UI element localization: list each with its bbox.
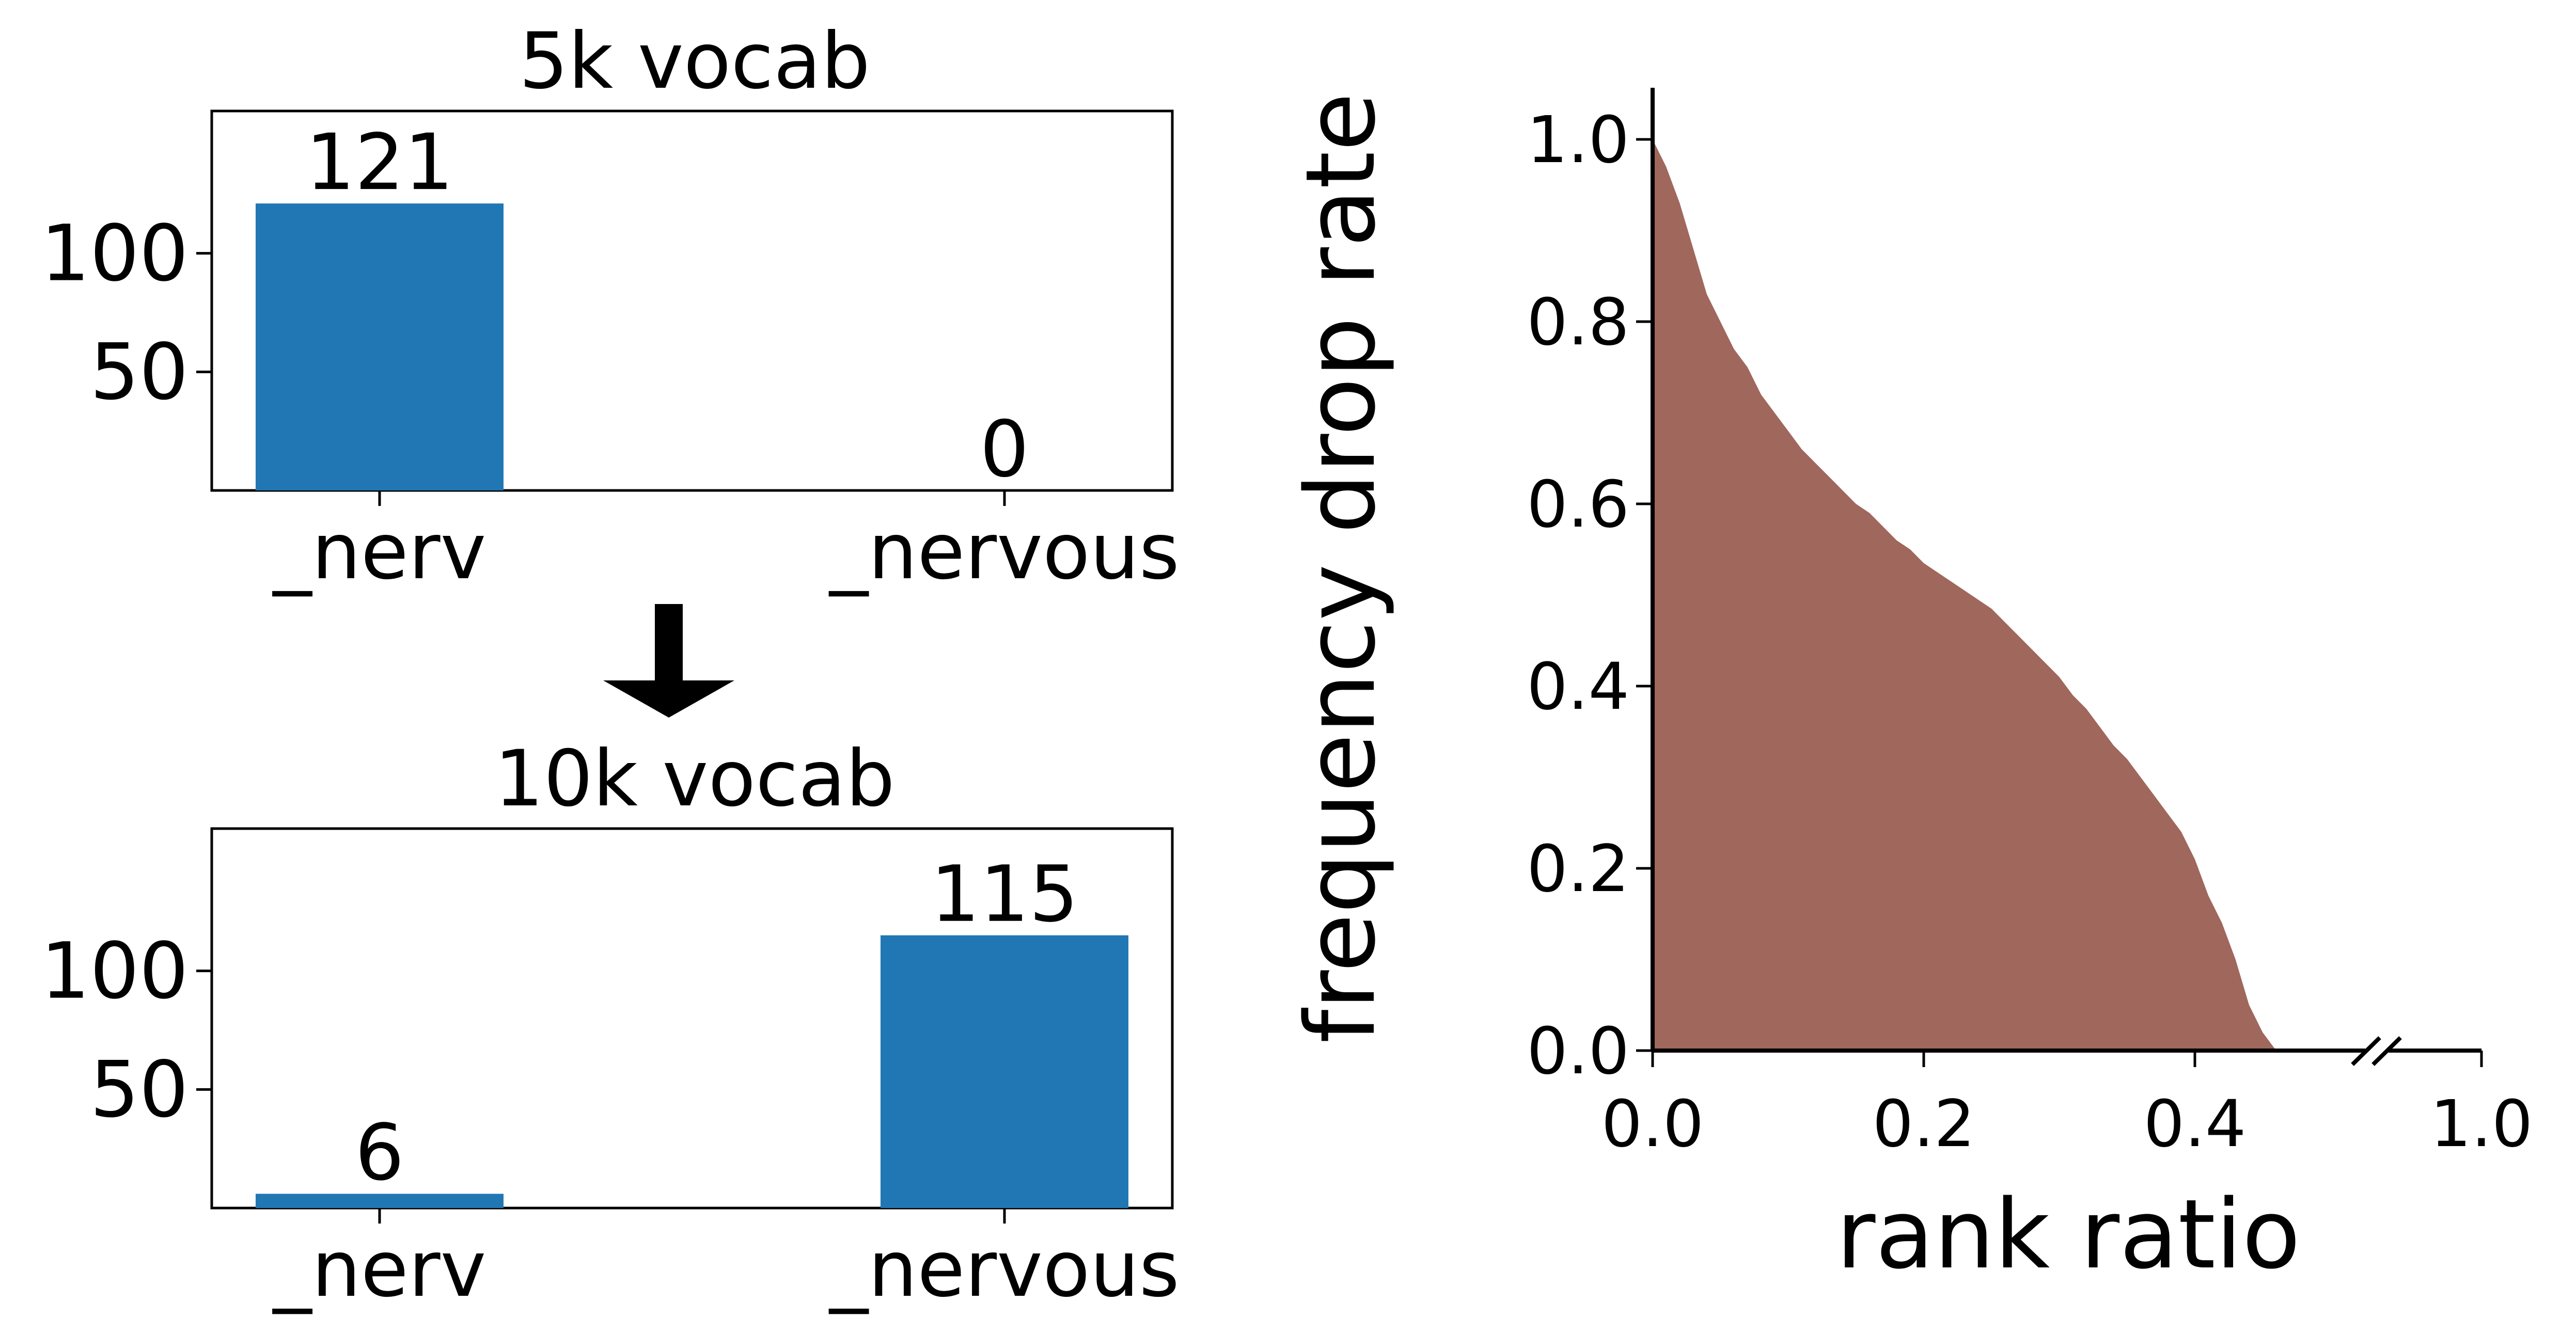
bottom-chart-title: 10k vocab — [494, 734, 895, 824]
x-tick-label: 1.0 — [2430, 1087, 2533, 1162]
x-tick-label: 0.0 — [1601, 1087, 1704, 1162]
x-tick-label: 0.4 — [2144, 1087, 2247, 1162]
y-tick-label: 0.0 — [1527, 1014, 1629, 1089]
x-axis-label: rank ratio — [1836, 1179, 2300, 1290]
y-tick-label: 0.4 — [1527, 649, 1629, 724]
x-tick-label: _nerv — [272, 1225, 486, 1314]
axis-break-icon — [2351, 1036, 2402, 1066]
down-arrow-icon — [603, 604, 734, 718]
top-bar-chart: 5k vocab 121 0 50 100 _nerv _nervous — [41, 17, 1180, 597]
top-chart-title: 5k vocab — [519, 17, 870, 106]
y-tick-label: 1.0 — [1527, 103, 1629, 178]
bar-nerv — [256, 203, 504, 490]
top-chart-frame — [210, 109, 1174, 492]
y-tick-label: 100 — [41, 209, 189, 299]
y-tick-label: 0.6 — [1527, 467, 1629, 542]
y-axis-label: frequency drop rate — [1285, 92, 1396, 1043]
y-tick-label: 50 — [90, 327, 189, 417]
x-tick-label: _nerv — [272, 507, 486, 597]
y-tick-label: 50 — [90, 1045, 189, 1135]
bottom-bar-chart: 10k vocab 6 115 50 100 _nerv _nervous — [41, 734, 1180, 1314]
x-tick-label: _nervous — [828, 1225, 1180, 1314]
bar-nerv — [256, 1194, 504, 1208]
y-tick-label: 0.2 — [1527, 832, 1629, 907]
y-tick-label: 100 — [41, 927, 189, 1017]
bar-data-label: 115 — [931, 850, 1078, 940]
bar-data-label: 0 — [980, 405, 1029, 495]
bar-data-label: 6 — [355, 1108, 404, 1198]
bar-nervous — [881, 935, 1128, 1208]
y-tick-label: 0.8 — [1527, 285, 1629, 360]
area-chart: 0.0 0.2 0.4 0.6 0.8 1.0 0.0 0.2 0.4 1.0 rank rat… — [1285, 88, 2533, 1290]
bar-data-label: 121 — [306, 118, 453, 208]
bottom-chart-frame — [210, 827, 1174, 1210]
x-tick-label: _nervous — [828, 507, 1180, 597]
x-tick-label: 0.2 — [1873, 1087, 1975, 1162]
area-fill — [1653, 139, 2276, 1051]
